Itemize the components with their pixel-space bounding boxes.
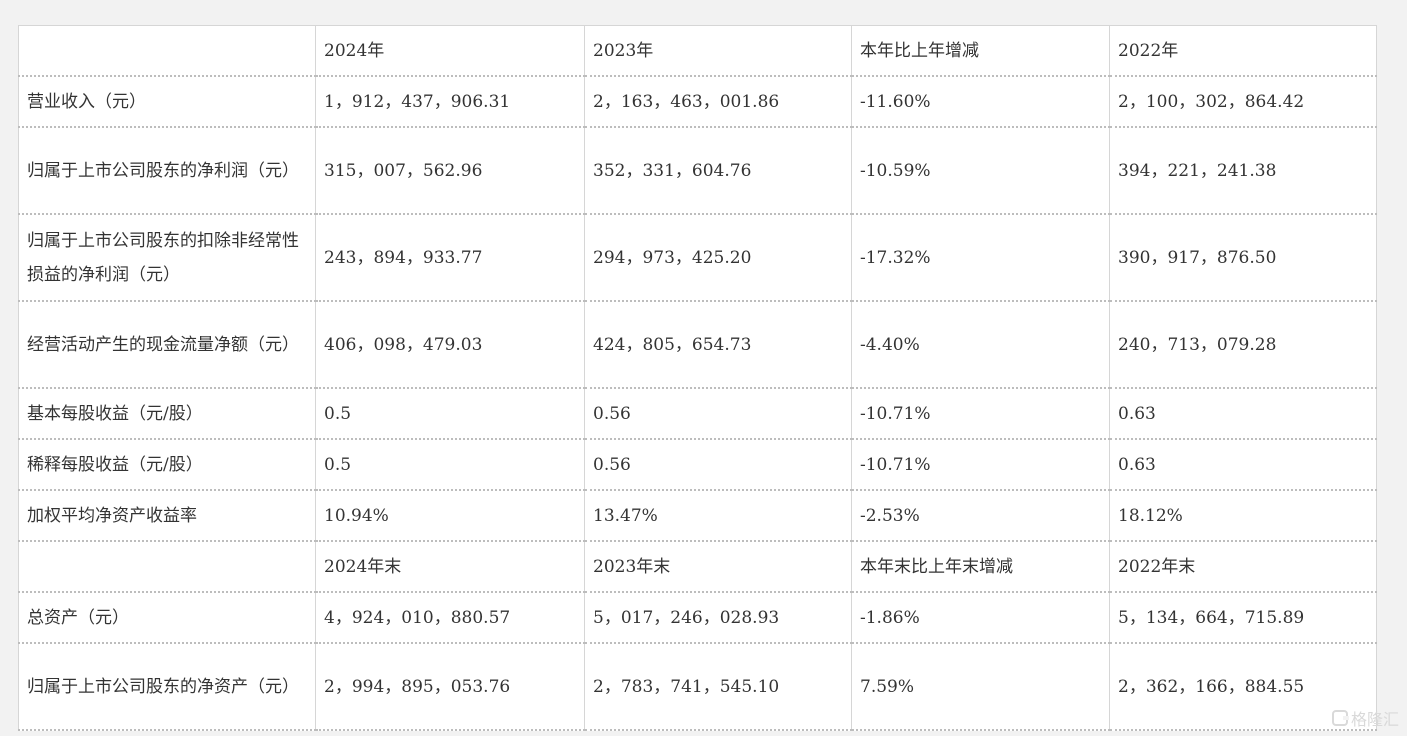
row-label: 归属于上市公司股东的扣除非经常性损益的净利润（元） — [18, 213, 316, 302]
financial-summary-table: 2024年 2023年 本年比上年增减 2022年 营业收入（元） 1，912，… — [18, 25, 1377, 731]
header-cell: 本年比上年增减 — [851, 25, 1110, 77]
table-cell: 0.63 — [1109, 387, 1377, 440]
header-cell: 2023年 — [584, 25, 852, 77]
table-cell: 243，894，933.77 — [315, 213, 585, 302]
table-cell: 315，007，562.96 — [315, 126, 585, 215]
table-cell: 10.94% — [315, 489, 585, 542]
table-cell: 352，331，604.76 — [584, 126, 852, 215]
header-cell: 2023年末 — [584, 540, 852, 593]
table-row: 经营活动产生的现金流量净额（元） 406，098，479.03 424，805，… — [18, 300, 1377, 389]
table-cell: 2，163，463，001.86 — [584, 75, 852, 128]
row-label: 归属于上市公司股东的净资产（元） — [18, 642, 316, 731]
header-cell — [18, 25, 316, 77]
table-cell: 4，924，010，880.57 — [315, 591, 585, 644]
table-row: 总资产（元） 4，924，010，880.57 5，017，246，028.93… — [18, 591, 1377, 644]
header-cell: 2022年 — [1109, 25, 1377, 77]
table-cell: 7.59% — [851, 642, 1110, 731]
table-cell: 2，994，895，053.76 — [315, 642, 585, 731]
row-label: 营业收入（元） — [18, 75, 316, 128]
table-cell: -4.40% — [851, 300, 1110, 389]
table-cell: 5，017，246，028.93 — [584, 591, 852, 644]
table-cell: -10.59% — [851, 126, 1110, 215]
header-cell: 2022年末 — [1109, 540, 1377, 593]
table-cell: -2.53% — [851, 489, 1110, 542]
table-row: 归属于上市公司股东的扣除非经常性损益的净利润（元） 243，894，933.77… — [18, 213, 1377, 302]
table-cell: 406，098，479.03 — [315, 300, 585, 389]
row-label: 稀释每股收益（元/股） — [18, 438, 316, 491]
table-row: 稀释每股收益（元/股） 0.5 0.56 -10.71% 0.63 — [18, 438, 1377, 491]
row-label: 总资产（元） — [18, 591, 316, 644]
row-label: 归属于上市公司股东的净利润（元） — [18, 126, 316, 215]
brand-icon — [1331, 710, 1349, 726]
table-cell: 424，805，654.73 — [584, 300, 852, 389]
table-cell: 240，713，079.28 — [1109, 300, 1377, 389]
table-row: 营业收入（元） 1，912，437，906.31 2，163，463，001.8… — [18, 75, 1377, 128]
table-cell: 394，221，241.38 — [1109, 126, 1377, 215]
table-cell: -17.32% — [851, 213, 1110, 302]
table-cell: 18.12% — [1109, 489, 1377, 542]
table-cell: 13.47% — [584, 489, 852, 542]
table-subheader-row: 2024年末 2023年末 本年末比上年末增减 2022年末 — [18, 540, 1377, 593]
header-cell: 2024年末 — [315, 540, 585, 593]
row-label: 经营活动产生的现金流量净额（元） — [18, 300, 316, 389]
table-row: 基本每股收益（元/股） 0.5 0.56 -10.71% 0.63 — [18, 387, 1377, 440]
table-cell: 0.56 — [584, 387, 852, 440]
table-cell: -11.60% — [851, 75, 1110, 128]
table-row: 加权平均净资产收益率 10.94% 13.47% -2.53% 18.12% — [18, 489, 1377, 542]
watermark-logo: 格隆汇 — [1331, 706, 1399, 730]
table-cell: 0.5 — [315, 438, 585, 491]
table-cell: 2，100，302，864.42 — [1109, 75, 1377, 128]
header-cell — [18, 540, 316, 593]
table-row: 归属于上市公司股东的净资产（元） 2，994，895，053.76 2，783，… — [18, 642, 1377, 731]
table-cell: 294，973，425.20 — [584, 213, 852, 302]
table-cell: 0.63 — [1109, 438, 1377, 491]
header-cell: 2024年 — [315, 25, 585, 77]
table-cell: -10.71% — [851, 438, 1110, 491]
table-cell: 390，917，876.50 — [1109, 213, 1377, 302]
row-label: 加权平均净资产收益率 — [18, 489, 316, 542]
financial-table-container: 2024年 2023年 本年比上年增减 2022年 营业收入（元） 1，912，… — [18, 25, 1377, 731]
table-cell: 0.56 — [584, 438, 852, 491]
table-cell: 1，912，437，906.31 — [315, 75, 585, 128]
table-cell: -1.86% — [851, 591, 1110, 644]
header-cell: 本年末比上年末增减 — [851, 540, 1110, 593]
table-header-row: 2024年 2023年 本年比上年增减 2022年 — [18, 25, 1377, 77]
table-row: 归属于上市公司股东的净利润（元） 315，007，562.96 352，331，… — [18, 126, 1377, 215]
row-label: 基本每股收益（元/股） — [18, 387, 316, 440]
table-cell: 5，134，664，715.89 — [1109, 591, 1377, 644]
table-cell: 0.5 — [315, 387, 585, 440]
watermark-text: 格隆汇 — [1350, 710, 1399, 729]
table-cell: -10.71% — [851, 387, 1110, 440]
table-cell: 2，783，741，545.10 — [584, 642, 852, 731]
